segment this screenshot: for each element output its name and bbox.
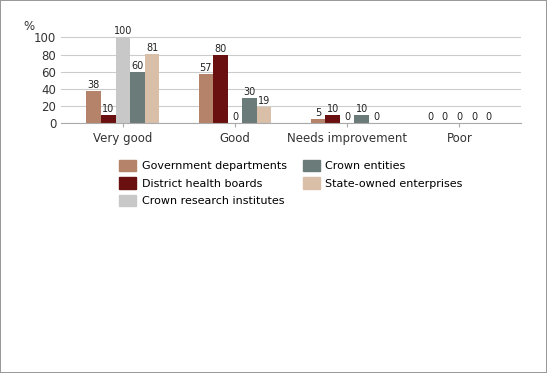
Bar xyxy=(311,119,325,123)
Bar xyxy=(130,72,145,123)
Bar xyxy=(145,54,159,123)
Bar xyxy=(86,91,101,123)
Text: 80: 80 xyxy=(214,44,226,54)
Bar xyxy=(199,74,213,123)
Text: 38: 38 xyxy=(88,80,100,90)
Text: 81: 81 xyxy=(146,43,158,53)
Text: 0: 0 xyxy=(471,113,477,122)
Y-axis label: %: % xyxy=(24,20,34,33)
Text: 19: 19 xyxy=(258,96,270,106)
Text: 0: 0 xyxy=(373,113,380,122)
Bar xyxy=(354,115,369,123)
Text: 0: 0 xyxy=(486,113,492,122)
Text: 57: 57 xyxy=(200,63,212,73)
Text: 0: 0 xyxy=(427,113,433,122)
Bar xyxy=(101,115,115,123)
Text: 10: 10 xyxy=(102,104,114,114)
Text: 100: 100 xyxy=(114,26,132,37)
Text: 0: 0 xyxy=(232,113,238,122)
Text: 0: 0 xyxy=(456,113,462,122)
Bar xyxy=(213,54,228,123)
Text: 0: 0 xyxy=(442,113,448,122)
Text: 60: 60 xyxy=(131,61,143,71)
Bar xyxy=(325,115,340,123)
Text: 30: 30 xyxy=(243,87,256,97)
Text: 5: 5 xyxy=(315,108,321,118)
Bar xyxy=(115,37,130,123)
Bar xyxy=(257,107,271,123)
Text: 10: 10 xyxy=(356,104,368,114)
Legend: Government departments, District health boards, Crown research institutes, Crown: Government departments, District health … xyxy=(115,156,467,211)
Text: 10: 10 xyxy=(327,104,339,114)
Bar xyxy=(242,97,257,123)
Text: 0: 0 xyxy=(344,113,350,122)
